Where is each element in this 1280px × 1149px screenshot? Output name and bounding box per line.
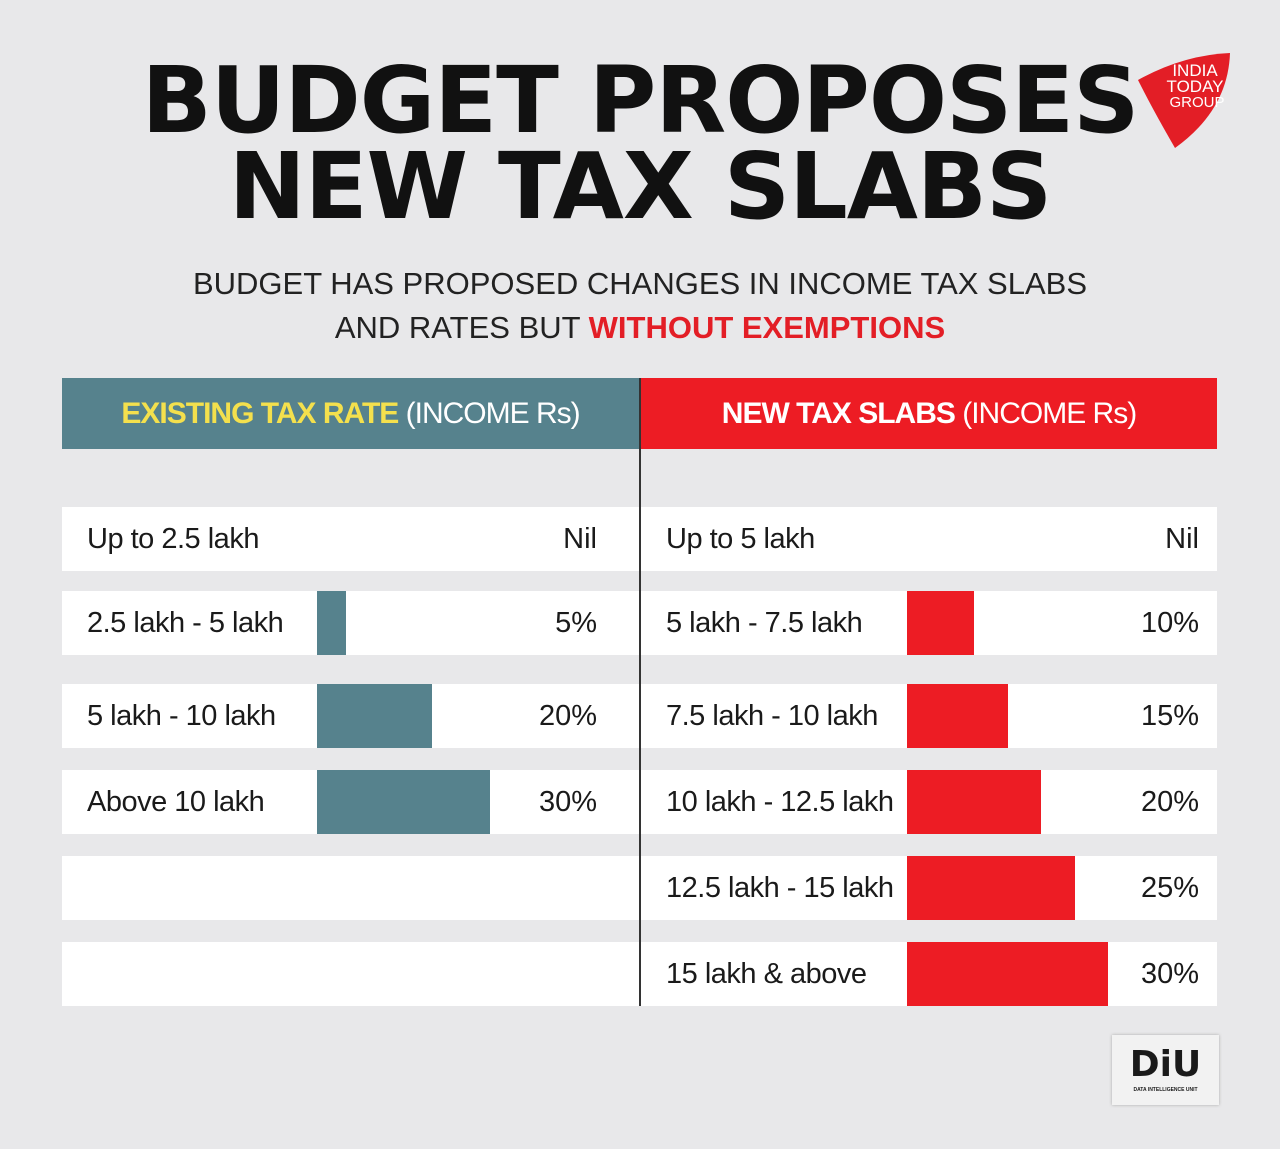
new-row: 12.5 lakh - 15 lakh 25% <box>641 856 1217 920</box>
svg-text:TODAY: TODAY <box>1167 77 1224 96</box>
new-bar <box>907 591 974 655</box>
existing-slab-label: Above 10 lakh <box>87 786 265 818</box>
diu-logo-text: DiU <box>1129 1044 1202 1085</box>
new-slab-label: 5 lakh - 7.5 lakh <box>666 607 863 639</box>
new-slab-label: 7.5 lakh - 10 lakh <box>666 700 878 732</box>
new-row: Up to 5 lakh Nil <box>641 507 1217 571</box>
existing-rate-label: Nil <box>563 523 597 555</box>
new-rate-label: 30% <box>1140 958 1199 990</box>
new-header: NEW TAX SLABS (INCOME Rs) <box>641 378 1217 449</box>
new-rate-label: 15% <box>1140 700 1199 732</box>
page-title: BUDGET PROPOSES NEW TAX SLABS <box>0 47 1280 240</box>
new-slab-label: 10 lakh - 12.5 lakh <box>666 786 894 818</box>
new-row: 10 lakh - 12.5 lakh 20% <box>641 770 1217 834</box>
existing-header: EXISTING TAX RATE (INCOME Rs) <box>62 378 639 449</box>
new-bar <box>907 942 1108 1006</box>
new-rate-label: 25% <box>1140 872 1199 904</box>
new-slab-label: 15 lakh & above <box>666 958 867 990</box>
new-rate-label: 10% <box>1140 607 1199 639</box>
subtitle-line-1: BUDGET HAS PROPOSED CHANGES IN INCOME TA… <box>192 266 1088 301</box>
existing-bar <box>317 591 346 655</box>
new-rate-label: Nil <box>1165 523 1199 555</box>
new-slab-label: 12.5 lakh - 15 lakh <box>666 872 894 904</box>
subtitle-line-2: AND RATES BUT WITHOUT EXEMPTIONS <box>0 306 1280 350</box>
existing-slab-label: 2.5 lakh - 5 lakh <box>87 607 284 639</box>
subtitle-plain: AND RATES BUT <box>334 310 589 345</box>
existing-row: Up to 2.5 lakh Nil <box>62 507 639 571</box>
new-row: 15 lakh & above 30% <box>641 942 1217 1006</box>
existing-bar <box>317 770 491 834</box>
india-today-logo: INDIA TODAY GROUP <box>1138 53 1230 148</box>
existing-row <box>62 942 639 1006</box>
existing-title: EXISTING TAX RATE <box>121 396 399 430</box>
existing-row: Above 10 lakh 30% <box>62 770 639 834</box>
new-rate-label: 20% <box>1140 786 1199 818</box>
existing-rate-label: 20% <box>538 700 597 732</box>
new-slab-label: Up to 5 lakh <box>666 523 815 555</box>
diu-logo-subtext: DATA INTELLIGENCE UNIT <box>1133 1087 1198 1093</box>
new-row: 5 lakh - 7.5 lakh 10% <box>641 591 1217 655</box>
title-line-2: NEW TAX SLABS <box>228 133 1053 240</box>
svg-text:INDIA: INDIA <box>1172 61 1218 80</box>
new-bar <box>907 770 1041 834</box>
existing-rate-label: 30% <box>538 786 597 818</box>
new-row: 7.5 lakh - 10 lakh 15% <box>641 684 1217 748</box>
new-bar <box>907 856 1075 920</box>
existing-row: 5 lakh - 10 lakh 20% <box>62 684 639 748</box>
diu-logo: DiU DATA INTELLIGENCE UNIT <box>1112 1035 1219 1105</box>
new-title: NEW TAX SLABS <box>721 396 956 430</box>
existing-rate-label: 5% <box>555 607 597 639</box>
existing-row: 2.5 lakh - 5 lakh 5% <box>62 591 639 655</box>
new-bar <box>907 684 1008 748</box>
new-title-suffix: (INCOME Rs) <box>962 396 1137 430</box>
subtitle-highlight: WITHOUT EXEMPTIONS <box>588 310 946 345</box>
existing-row <box>62 856 639 920</box>
title-line-1: BUDGET PROPOSES <box>141 47 1140 154</box>
subtitle: BUDGET HAS PROPOSED CHANGES IN INCOME TA… <box>0 262 1280 350</box>
divider <box>639 378 641 1006</box>
existing-slab-label: Up to 2.5 lakh <box>87 523 259 555</box>
existing-slab-label: 5 lakh - 10 lakh <box>87 700 276 732</box>
existing-bar <box>317 684 433 748</box>
existing-title-suffix: (INCOME Rs) <box>405 396 581 430</box>
svg-text:GROUP: GROUP <box>1169 94 1224 111</box>
